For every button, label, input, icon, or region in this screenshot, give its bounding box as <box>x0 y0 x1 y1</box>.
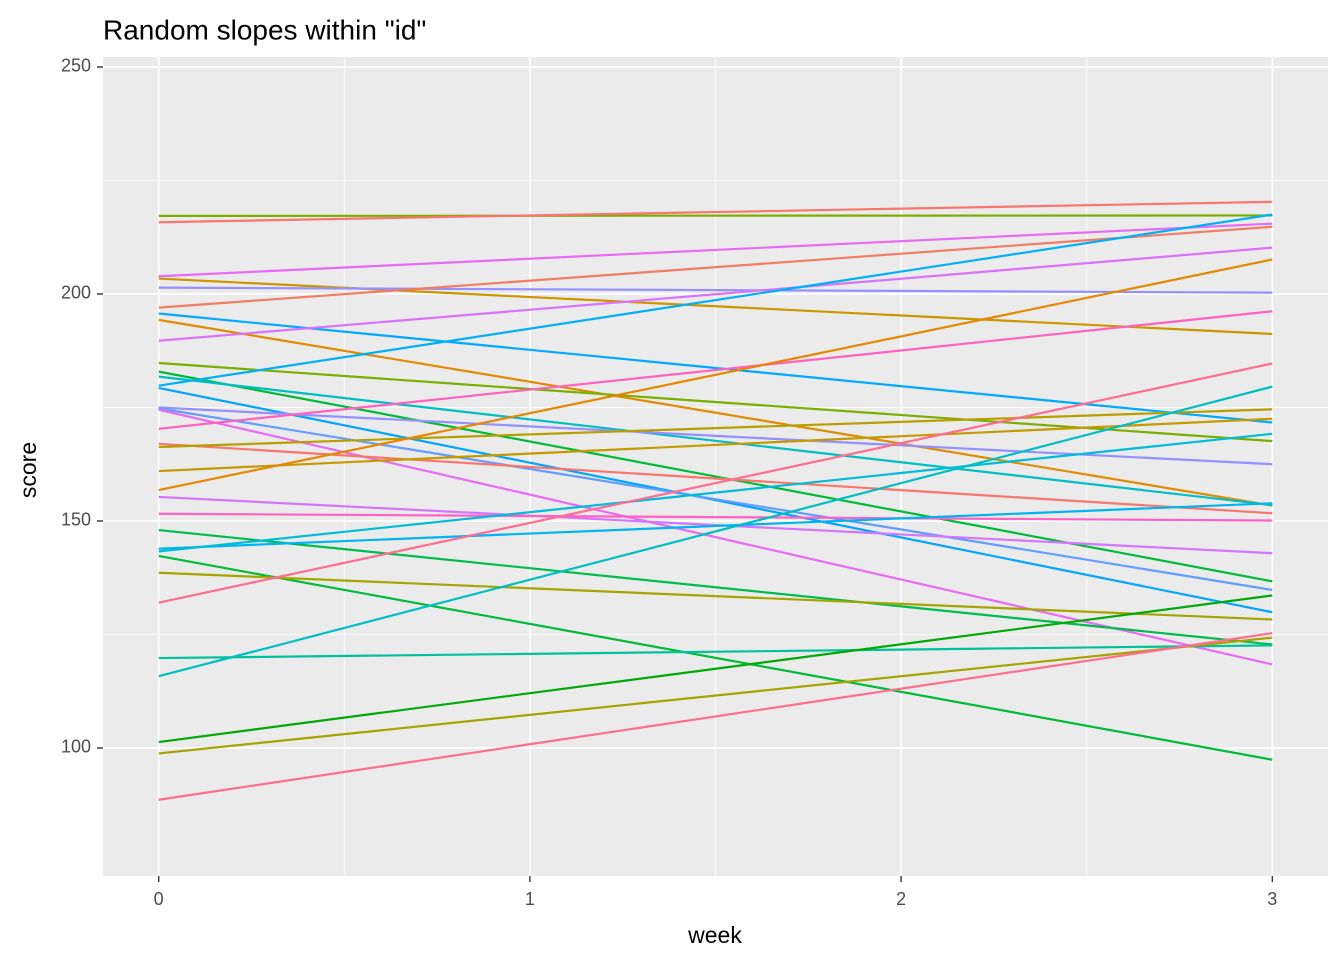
series-line <box>158 375 1273 507</box>
series-line <box>158 644 1273 660</box>
series-line <box>158 554 1273 761</box>
x-tick-label: 0 <box>154 889 164 909</box>
y-tick-label: 250 <box>61 56 91 76</box>
series-line <box>158 512 1273 522</box>
series-line <box>158 246 1273 342</box>
series-line <box>158 594 1273 744</box>
series-line <box>158 318 1273 507</box>
chart-title: Random slopes within "id" <box>103 14 426 45</box>
series-line <box>158 432 1273 553</box>
series-line <box>158 502 1273 550</box>
series-line <box>158 407 1273 592</box>
y-tick-label: 150 <box>61 510 91 530</box>
series-line <box>158 417 1273 473</box>
y-tick-label: 100 <box>61 737 91 757</box>
series-line <box>158 286 1273 294</box>
series-line <box>158 200 1273 224</box>
series-line <box>158 408 1273 449</box>
x-tick-label: 1 <box>525 889 535 909</box>
series-line <box>158 636 1273 755</box>
series-line <box>158 632 1273 801</box>
series-line <box>158 213 1273 387</box>
x-tick-label: 2 <box>896 889 906 909</box>
series-line <box>158 222 1273 278</box>
series-line <box>158 258 1273 492</box>
series-line <box>158 362 1273 604</box>
series-line <box>158 385 1273 678</box>
series-line <box>158 225 1273 309</box>
x-tick-label: 3 <box>1267 889 1277 909</box>
series-line <box>158 406 1273 466</box>
series-line <box>158 442 1273 515</box>
y-tick-label: 200 <box>61 283 91 303</box>
series-line <box>158 310 1273 430</box>
series-line <box>158 528 1273 646</box>
y-axis-title: score <box>15 442 41 498</box>
x-axis-title: week <box>687 922 742 948</box>
series-line <box>158 571 1273 621</box>
series-line <box>158 370 1273 583</box>
